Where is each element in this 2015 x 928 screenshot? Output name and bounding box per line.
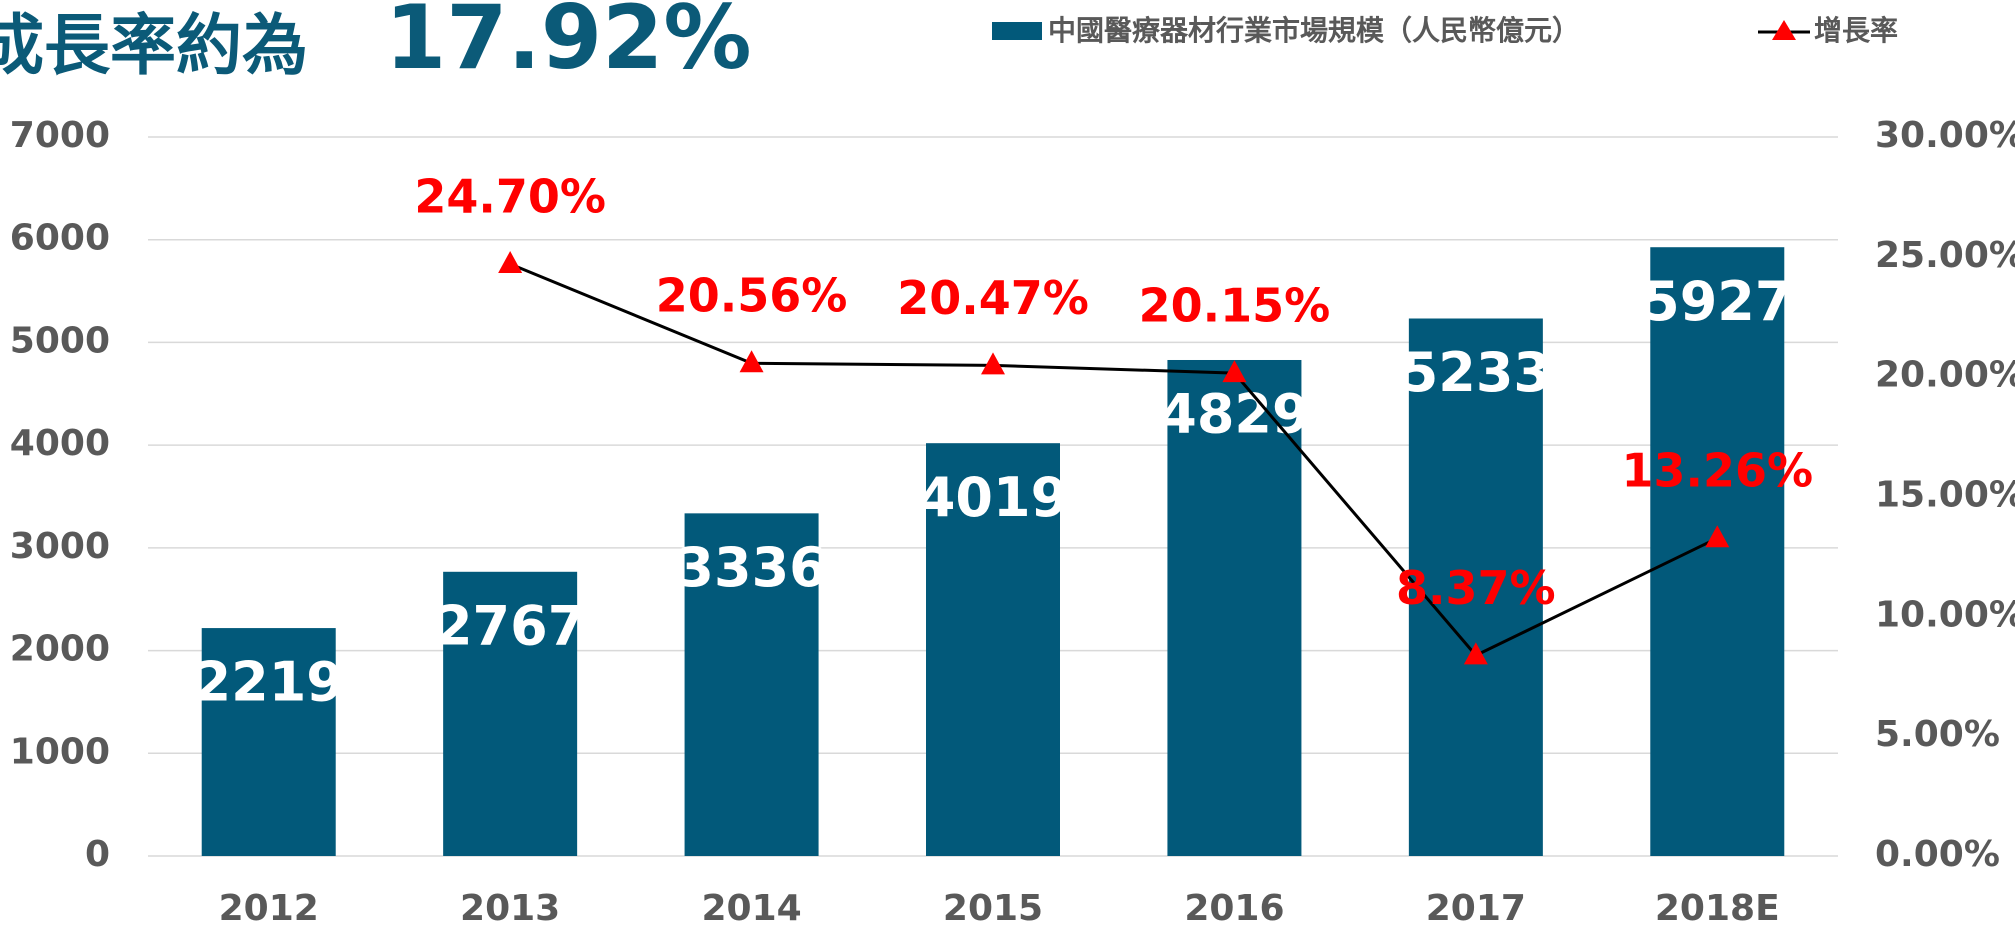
bar-value-label: 2219 — [194, 651, 344, 714]
x-tick-label: 2015 — [943, 888, 1043, 928]
bar-value-label: 2767 — [435, 594, 585, 657]
y-tick-label: 4000 — [10, 423, 110, 464]
y-tick-label: 5000 — [10, 320, 110, 361]
x-tick-label: 2012 — [219, 888, 319, 928]
y2-tick-label: 0.00% — [1875, 834, 2000, 875]
legend-label: 增長率 — [1814, 14, 1898, 47]
legend-label: 中國醫療器材行業市場規模（人民幣億元） — [1048, 14, 1580, 47]
y-tick-label: 7000 — [10, 115, 110, 156]
bar-value-label: 5927 — [1642, 270, 1792, 333]
chart-title: 成長率約為 — [0, 7, 308, 84]
y2-tick-label: 15.00% — [1875, 475, 2015, 516]
y2-tick-label: 5.00% — [1875, 714, 2000, 755]
bar-value-label: 3336 — [676, 536, 826, 599]
x-tick-label: 2014 — [701, 888, 801, 928]
y-tick-label: 6000 — [10, 218, 110, 259]
line-value-label: 20.15% — [1139, 279, 1331, 333]
line — [509, 262, 1718, 658]
y-tick-label: 0 — [85, 834, 110, 875]
line-marker — [1705, 525, 1730, 548]
line-value-label: 13.26% — [1621, 444, 1813, 498]
bar-value-label: 4829 — [1159, 383, 1309, 446]
line-value-label: 8.37% — [1396, 561, 1556, 615]
x-tick-label: 2018E — [1655, 888, 1780, 928]
line-marker — [1222, 360, 1247, 383]
x-tick-label: 2017 — [1426, 888, 1526, 928]
bar — [443, 571, 578, 856]
bar — [1650, 247, 1785, 857]
y-tick-label: 1000 — [10, 731, 110, 772]
x-tick-label: 2013 — [460, 888, 560, 928]
line-marker — [981, 352, 1005, 375]
bar — [684, 513, 819, 856]
chart-title-value: 17.92% — [385, 0, 752, 89]
bar — [1167, 359, 1302, 856]
bar — [926, 443, 1060, 856]
line-value-label: 20.47% — [897, 271, 1089, 325]
y2-tick-label: 20.00% — [1875, 355, 2015, 396]
y2-tick-label: 25.00% — [1875, 235, 2015, 276]
x-tick-label: 2016 — [1184, 888, 1284, 928]
y-tick-label: 2000 — [10, 629, 110, 670]
legend-marker — [1772, 20, 1796, 40]
legend-swatch — [992, 22, 1042, 40]
line-marker — [498, 251, 523, 274]
y2-tick-label: 10.00% — [1875, 594, 2015, 635]
y-tick-label: 3000 — [10, 526, 110, 567]
bar-value-label: 4019 — [918, 466, 1068, 529]
line-marker — [1463, 642, 1488, 665]
line-marker — [739, 350, 764, 373]
bar — [201, 628, 336, 856]
line-value-label: 24.70% — [414, 170, 606, 224]
bar-value-label: 5233 — [1401, 341, 1551, 404]
y2-tick-label: 30.00% — [1875, 115, 2015, 156]
bar — [1408, 318, 1543, 856]
line-value-label: 20.56% — [656, 269, 848, 323]
